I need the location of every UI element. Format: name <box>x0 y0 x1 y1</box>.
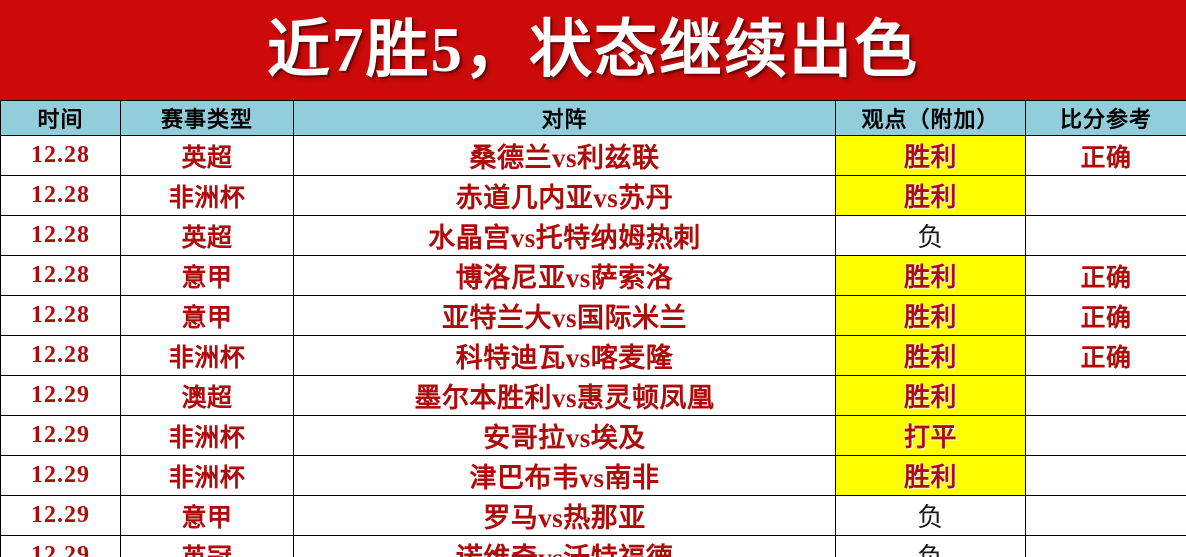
cell-time: 12.28 <box>0 175 121 216</box>
table-row: 12.28 意甲 亚特兰大vs国际米兰 胜利 正确 <box>0 295 1186 336</box>
table-row: 12.29英冠诺维奇vs沃特福德负 <box>0 535 1186 557</box>
cell-match: 津巴布韦vs南非 <box>293 455 836 496</box>
cell-league: 非洲杯 <box>120 455 294 496</box>
cell-view: 胜利 <box>835 135 1026 176</box>
cell-time: 12.29 <box>0 455 121 496</box>
cell-score: 正确 <box>1025 135 1186 176</box>
cell-view: 负 <box>835 495 1026 536</box>
cell-view: 打平 <box>835 415 1026 456</box>
table-row: 12.28 非洲杯 科特迪瓦vs喀麦隆 胜利 正确 <box>0 335 1186 376</box>
cell-view: 胜利 <box>835 175 1026 216</box>
column-header-score: 比分参考 <box>1025 100 1186 136</box>
cell-time: 12.28 <box>0 335 121 376</box>
cell-score <box>1025 215 1186 256</box>
cell-view: 胜利 <box>835 375 1026 416</box>
cell-league: 英超 <box>120 215 294 256</box>
cell-match: 科特迪瓦vs喀麦隆 <box>293 335 836 376</box>
table-header: 时间 赛事类型 对阵 观点（附加） 比分参考 <box>0 100 1186 136</box>
table-row: 12.28 非洲杯 赤道几内亚vs苏丹 胜利 <box>0 175 1186 216</box>
cell-league: 非洲杯 <box>120 335 294 376</box>
cell-match: 赤道几内亚vs苏丹 <box>293 175 836 216</box>
cell-view: 负 <box>835 535 1026 557</box>
cell-score: 正确 <box>1025 255 1186 296</box>
cell-view: 负 <box>835 215 1026 256</box>
table-row: 12.29 非洲杯 安哥拉vs埃及 打平 <box>0 415 1186 456</box>
table-row: 12.28 意甲 博洛尼亚vs萨索洛 胜利 正确 <box>0 255 1186 296</box>
cell-score <box>1025 455 1186 496</box>
column-header-view: 观点（附加） <box>835 100 1026 136</box>
cell-league: 意甲 <box>120 295 294 336</box>
cell-score <box>1025 495 1186 536</box>
cell-time: 12.28 <box>0 255 121 296</box>
cell-match: 安哥拉vs埃及 <box>293 415 836 456</box>
cell-league: 澳超 <box>120 375 294 416</box>
cell-time: 12.29 <box>0 415 121 456</box>
cell-time: 12.28 <box>0 135 121 176</box>
predictions-table: 时间 赛事类型 对阵 观点（附加） 比分参考 12.28 英超 桑德兰vs利兹联 胜利… <box>0 100 1186 557</box>
cell-score <box>1025 415 1186 456</box>
cell-match: 诺维奇vs沃特福德 <box>293 535 836 557</box>
table-body: 12.28 英超 桑德兰vs利兹联 胜利 正确 12.28 非洲杯 赤道几内亚vs苏丹 胜利 12… <box>0 135 1186 557</box>
header-row: 时间 赛事类型 对阵 观点（附加） 比分参考 <box>0 100 1186 136</box>
cell-score <box>1025 175 1186 216</box>
cell-match: 桑德兰vs利兹联 <box>293 135 836 176</box>
cell-score <box>1025 535 1186 557</box>
banner-title: 近7胜5，状态继续出色 <box>267 14 919 85</box>
cell-match: 水晶宫vs托特纳姆热刺 <box>293 215 836 256</box>
banner: 近7胜5，状态继续出色 <box>0 0 1186 100</box>
cell-match: 墨尔本胜利vs惠灵顿凤凰 <box>293 375 836 416</box>
cell-time: 12.28 <box>0 215 121 256</box>
cell-league: 非洲杯 <box>120 415 294 456</box>
cell-league: 非洲杯 <box>120 175 294 216</box>
cell-match: 罗马vs热那亚 <box>293 495 836 536</box>
cell-time: 12.28 <box>0 295 121 336</box>
cell-time: 12.29 <box>0 375 121 416</box>
cell-time: 12.29 <box>0 495 121 536</box>
cell-league: 英超 <box>120 135 294 176</box>
cell-score: 正确 <box>1025 335 1186 376</box>
table-row: 12.29 意甲 罗马vs热那亚负 <box>0 495 1186 536</box>
table-row: 12.28 英超 桑德兰vs利兹联 胜利 正确 <box>0 135 1186 176</box>
table-row: 12.29 非洲杯 津巴布韦vs南非 胜利 <box>0 455 1186 496</box>
column-header-match: 对阵 <box>293 100 836 136</box>
column-header-league: 赛事类型 <box>120 100 294 136</box>
cell-league: 意甲 <box>120 495 294 536</box>
cell-score <box>1025 375 1186 416</box>
cell-time: 12.29 <box>0 535 121 557</box>
cell-view: 胜利 <box>835 255 1026 296</box>
cell-score: 正确 <box>1025 295 1186 336</box>
cell-view: 胜利 <box>835 335 1026 376</box>
table-row: 12.29 澳超 墨尔本胜利vs惠灵顿凤凰 胜利 <box>0 375 1186 416</box>
column-header-time: 时间 <box>0 100 121 136</box>
cell-league: 英冠 <box>120 535 294 557</box>
cell-league: 意甲 <box>120 255 294 296</box>
cell-match: 博洛尼亚vs萨索洛 <box>293 255 836 296</box>
cell-match: 亚特兰大vs国际米兰 <box>293 295 836 336</box>
cell-view: 胜利 <box>835 455 1026 496</box>
table-row: 12.28 英超 水晶宫vs托特纳姆热刺负 <box>0 215 1186 256</box>
cell-view: 胜利 <box>835 295 1026 336</box>
